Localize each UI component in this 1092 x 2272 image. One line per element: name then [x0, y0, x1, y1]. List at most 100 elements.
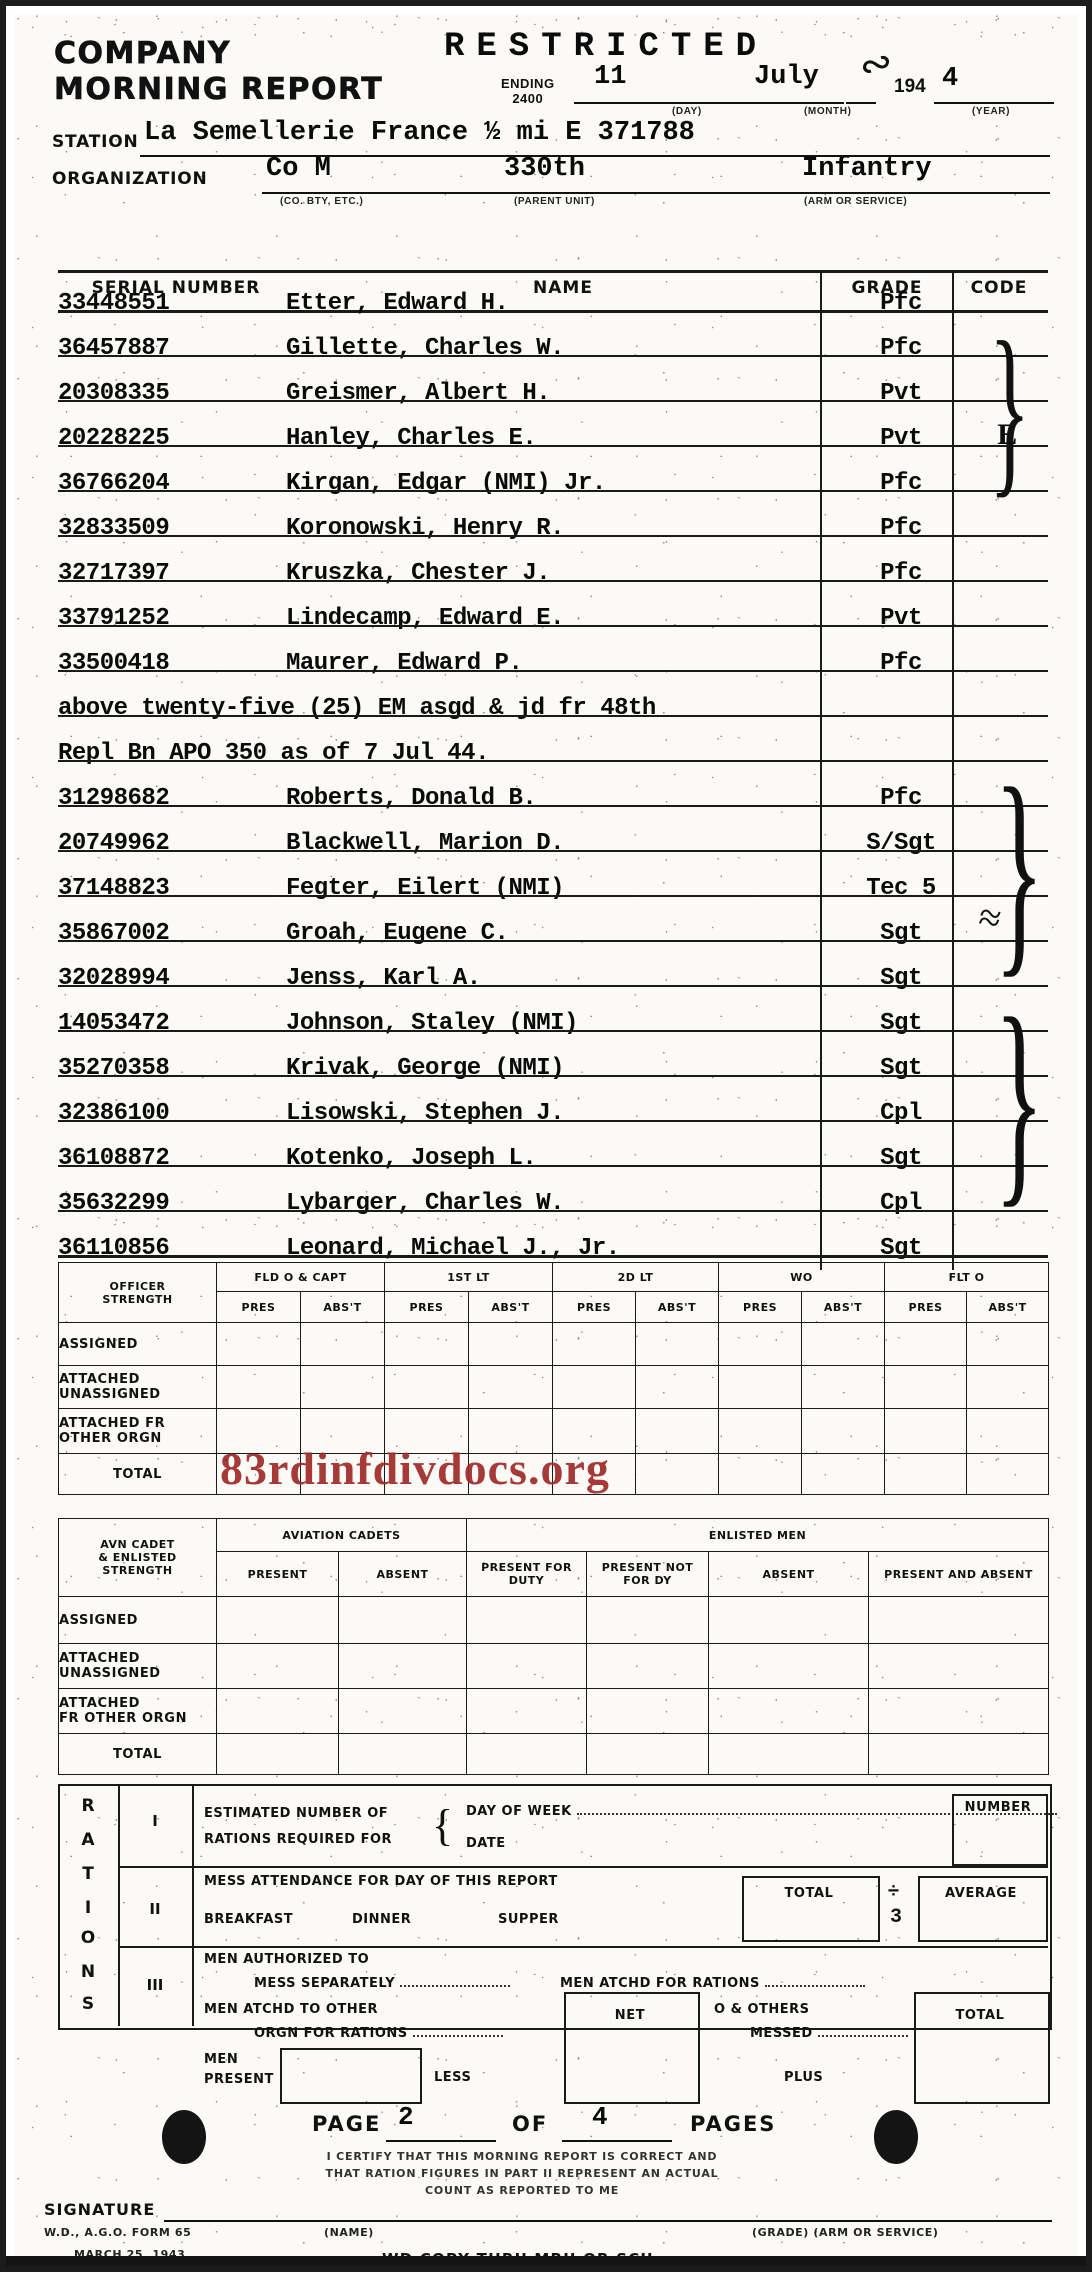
enlisted-cell[interactable]: [868, 1733, 1050, 1775]
officer-cell[interactable]: [300, 1365, 385, 1409]
rations-part-1-numeral: I: [152, 1812, 158, 1830]
enlisted-cell[interactable]: [216, 1643, 339, 1689]
officer-cell[interactable]: [635, 1322, 720, 1366]
officer-row-assigned: ASSIGNED: [58, 1322, 1050, 1366]
enlisted-cell[interactable]: [466, 1596, 588, 1644]
officer-cell[interactable]: [384, 1322, 469, 1366]
form-title-company: COMPANY: [54, 36, 232, 72]
rations-part-3-numeral: III: [146, 1976, 164, 1994]
group-enlisted-men: ENLISTED MEN: [466, 1518, 1050, 1552]
officer-cell[interactable]: [966, 1322, 1050, 1366]
orgn-rations-fill-line[interactable]: [412, 2035, 503, 2037]
enlisted-cell[interactable]: [216, 1733, 339, 1775]
enlisted-cell[interactable]: [466, 1733, 588, 1775]
rations-net-box-label: NET: [614, 2008, 646, 2023]
officer-group-wo: WO: [718, 1262, 886, 1292]
officer-subcol-pres: PRES: [384, 1291, 469, 1323]
officer-cell[interactable]: [300, 1322, 385, 1366]
officer-subcol-abst: ABS'T: [801, 1291, 886, 1323]
officer-cell[interactable]: [384, 1365, 469, 1409]
officer-cell[interactable]: [467, 1365, 554, 1409]
soldier-name: Etter, Edward H.: [286, 290, 509, 317]
enlisted-cell[interactable]: [337, 1688, 468, 1734]
org-arm-caption: (ARM OR SERVICE): [804, 196, 908, 207]
enlisted-cell[interactable]: [586, 1643, 710, 1689]
officer-subcol-pres: PRES: [552, 1291, 637, 1323]
page-word: PAGE: [312, 2112, 382, 2136]
enlisted-cell[interactable]: [337, 1596, 468, 1644]
officer-cell[interactable]: [884, 1408, 968, 1454]
men-present-label: MEN PRESENT: [204, 2052, 274, 2087]
enlisted-cell[interactable]: [708, 1688, 870, 1734]
enlisted-row-label: TOTAL: [58, 1733, 217, 1775]
enlisted-cell[interactable]: [466, 1688, 588, 1734]
rations-estimated-line1: ESTIMATED NUMBER OF: [204, 1806, 389, 1821]
officer-cell[interactable]: [966, 1365, 1050, 1409]
month-value: July: [754, 62, 819, 92]
messed-fill-line[interactable]: [817, 2035, 908, 2037]
org-parent-value: 330th: [504, 154, 586, 184]
officer-cell[interactable]: [635, 1453, 720, 1495]
officer-cell[interactable]: [216, 1322, 301, 1366]
officer-cell[interactable]: [635, 1408, 720, 1454]
officer-group-flt-o: FLT O: [884, 1262, 1050, 1292]
enlisted-cell[interactable]: [337, 1733, 468, 1775]
plus-label: PLUS: [784, 2070, 824, 2085]
officer-cell[interactable]: [467, 1322, 554, 1366]
men-authorized-label-2: MESS SEPARATELY: [254, 1976, 511, 1991]
organization-label: ORGANIZATION: [52, 169, 208, 189]
table-row[interactable]: 33448551 Etter, Edward H. Pfc: [58, 272, 1048, 317]
officer-cell[interactable]: [966, 1408, 1050, 1454]
officer-cell[interactable]: [552, 1322, 637, 1366]
officer-cell[interactable]: [718, 1408, 803, 1454]
men-present-box[interactable]: [280, 2048, 422, 2104]
officer-cell[interactable]: [801, 1453, 886, 1495]
enlisted-cell[interactable]: [586, 1596, 710, 1644]
enlisted-col-absent: ABSENT: [708, 1551, 870, 1597]
roster-table: 33448551 Etter, Edward H. Pfc 36457887 G…: [58, 272, 1048, 1262]
enlisted-cell[interactable]: [868, 1596, 1050, 1644]
enlisted-cell[interactable]: [708, 1733, 870, 1775]
enlisted-cell[interactable]: [337, 1643, 468, 1689]
cadet-col-present: PRESENT: [216, 1551, 339, 1597]
scanned-paper: COMPANY MORNING REPORT RESTRICTED ENDING…: [14, 14, 1078, 2266]
roster-body: 33448551 Etter, Edward H. Pfc 36457887 G…: [58, 272, 1048, 1262]
grade-arm-caption: (GRADE) (ARM OR SERVICE): [752, 2226, 939, 2239]
officer-cell[interactable]: [718, 1365, 803, 1409]
ending-hour: 2400: [512, 91, 544, 106]
rations-letter-r: R: [81, 1796, 95, 1816]
enlisted-row-label-2: FR OTHER ORGN: [59, 1711, 188, 1726]
officer-cell[interactable]: [635, 1365, 720, 1409]
officer-cell[interactable]: [884, 1453, 968, 1495]
meal-breakfast: BREAKFAST: [204, 1912, 294, 1927]
enlisted-cell[interactable]: [466, 1643, 588, 1689]
officer-cell[interactable]: [552, 1365, 637, 1409]
officer-cell[interactable]: [718, 1453, 803, 1495]
enlisted-cell[interactable]: [586, 1688, 710, 1734]
handwritten-brace-lower: }: [994, 741, 1045, 996]
mess-separately-fill-line[interactable]: [400, 1985, 511, 1987]
station-label: STATION: [52, 132, 139, 152]
atchd-rations-fill-line[interactable]: [764, 1985, 865, 1987]
officer-cell[interactable]: [718, 1322, 803, 1366]
officer-cell[interactable]: [966, 1453, 1050, 1495]
enlisted-row-label: ATTACHED: [59, 1651, 141, 1666]
officer-row-label-2: OTHER ORGN: [59, 1431, 162, 1446]
enlisted-row-label-2: UNASSIGNED: [59, 1666, 161, 1681]
officer-cell[interactable]: [801, 1322, 886, 1366]
officer-cell[interactable]: [801, 1365, 886, 1409]
officer-cell[interactable]: [216, 1365, 301, 1409]
enlisted-cell[interactable]: [216, 1688, 339, 1734]
rations-letter-t: T: [82, 1864, 94, 1884]
enlisted-cell[interactable]: [868, 1643, 1050, 1689]
officer-row-label: ASSIGNED: [58, 1322, 217, 1366]
enlisted-cell[interactable]: [216, 1596, 339, 1644]
enlisted-cell[interactable]: [586, 1733, 710, 1775]
officer-cell[interactable]: [884, 1322, 968, 1366]
enlisted-cell[interactable]: [708, 1596, 870, 1644]
officer-cell[interactable]: [884, 1365, 968, 1409]
enlisted-cell[interactable]: [708, 1643, 870, 1689]
officer-cell[interactable]: [801, 1408, 886, 1454]
enlisted-cell[interactable]: [868, 1688, 1050, 1734]
